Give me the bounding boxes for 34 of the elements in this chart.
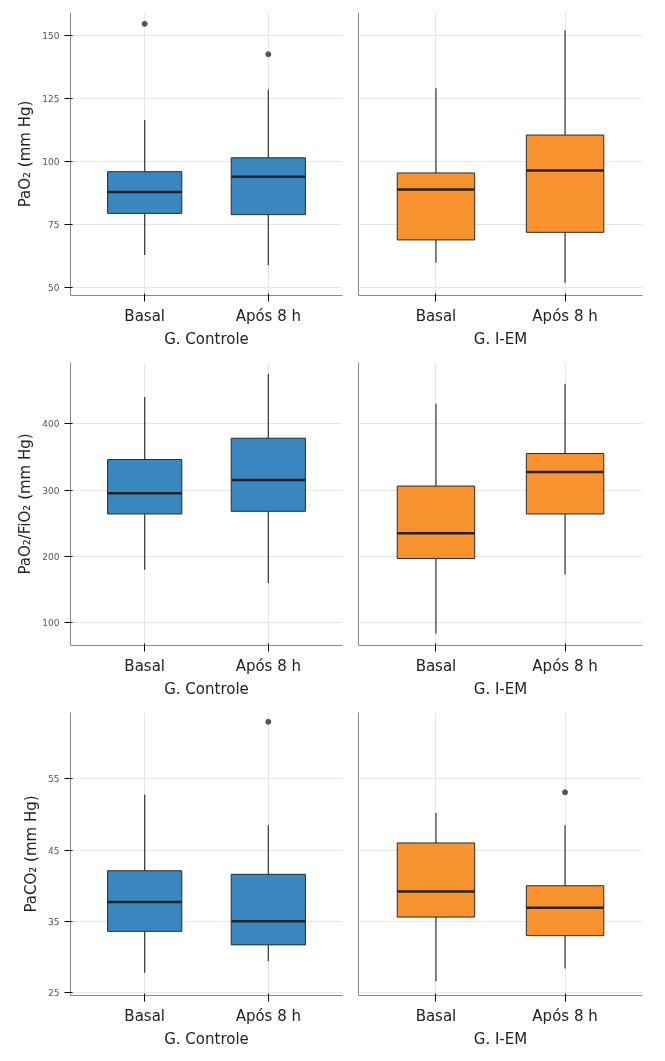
x-axis-title: G. I-EM <box>473 329 528 348</box>
x-tick-label: Basal <box>415 1006 457 1025</box>
y-tick-label: 25 <box>48 988 60 999</box>
x-tick-label: Basal <box>124 306 166 325</box>
x-tick-label: Basal <box>124 656 166 675</box>
x-tick-label: Após 8 h <box>532 1006 598 1025</box>
x-tick-label: Basal <box>124 1006 166 1025</box>
x-tick-label: Após 8 h <box>532 656 598 675</box>
y-tick-label: 300 <box>42 485 60 496</box>
y-tick-label: 400 <box>42 419 60 430</box>
y-tick-label: 100 <box>42 618 60 629</box>
x-tick-label: Após 8 h <box>235 306 302 325</box>
x-axis-title: G. Controle <box>164 329 249 348</box>
y-tick-label: 150 <box>42 30 60 41</box>
y-axis-title: PaO₂ (mm Hg) <box>16 100 35 208</box>
y-tick-label: 35 <box>48 916 60 927</box>
x-axis-title: G. Controle <box>164 1029 249 1048</box>
x-tick-label: Após 8 h <box>235 1006 302 1025</box>
y-tick-label: 200 <box>42 551 60 562</box>
x-tick-label: Após 8 h <box>532 306 598 325</box>
y-axis-title: PaO₂/FiO₂ (mm Hg) <box>16 433 35 575</box>
y-tick-label: 55 <box>48 774 60 785</box>
x-tick-label: Basal <box>415 656 457 675</box>
x-tick-label: Após 8 h <box>235 656 302 675</box>
y-tick-label: 125 <box>42 93 60 104</box>
y-tick-label: 75 <box>48 220 60 231</box>
y-tick-label: 50 <box>48 283 60 294</box>
y-axis-title: PaCO₂ (mm Hg) <box>22 795 41 913</box>
x-axis-title: G. I-EM <box>473 679 528 698</box>
y-tick-label: 100 <box>42 157 60 168</box>
x-axis-title: G. I-EM <box>473 1029 528 1048</box>
x-axis-title: G. Controle <box>164 679 249 698</box>
y-tick-label: 45 <box>48 845 60 856</box>
x-tick-label: Basal <box>415 306 457 325</box>
